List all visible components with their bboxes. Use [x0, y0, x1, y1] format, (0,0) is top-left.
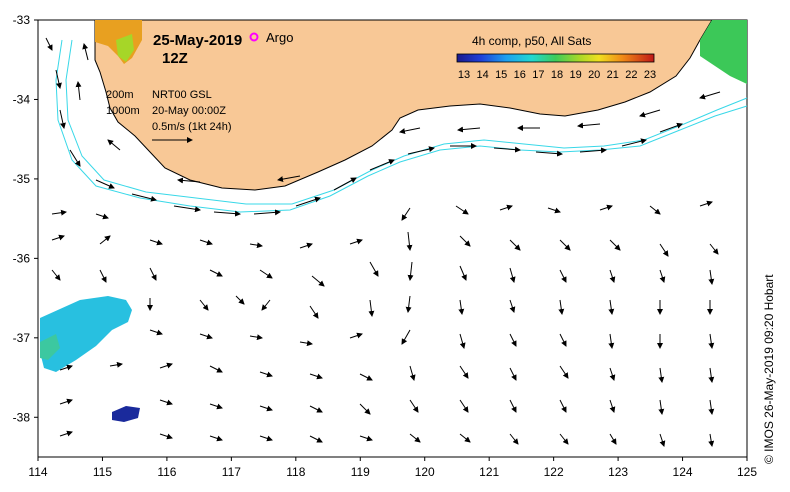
- latitude-tick-labels: -33 -34 -35 -36 -37 -38: [13, 13, 38, 424]
- lon-tick-117: 117: [222, 465, 241, 479]
- sst-tick-15: 15: [495, 69, 507, 81]
- composite-label: 4h comp, p50, All Sats: [472, 34, 591, 48]
- sst-tick-21: 21: [607, 69, 619, 81]
- model-time: 20-May 00:00Z: [152, 105, 226, 117]
- velocity-scale-label: 0.5m/s (1kt 24h): [152, 121, 231, 133]
- sst-tick-23: 23: [644, 69, 656, 81]
- lon-tick-124: 124: [673, 465, 693, 479]
- lon-tick-122: 122: [544, 465, 564, 479]
- lon-tick-118: 118: [286, 465, 305, 479]
- lat-tick--36: -36: [13, 251, 31, 265]
- ocean-current-map: 25-May-2019 12Z Argo 4h comp, p50, All S…: [0, 0, 790, 492]
- lon-tick-119: 119: [351, 465, 370, 479]
- lon-tick-116: 116: [157, 465, 176, 479]
- sst-tick-17: 17: [532, 69, 544, 81]
- sst-colorbar: [457, 54, 654, 62]
- sst-tick-labels: 13 14 15 16 17 18 19 20 21 22 23: [458, 69, 656, 81]
- lat-tick--38: -38: [13, 410, 31, 424]
- argo-label: Argo: [266, 30, 293, 45]
- credit-text: © IMOS 26-May-2019 09:20 Hobart: [762, 274, 776, 464]
- sst-tick-22: 22: [625, 69, 637, 81]
- lat-tick--34: -34: [13, 92, 31, 106]
- lon-tick-115: 115: [93, 465, 112, 479]
- lon-tick-120: 120: [415, 465, 435, 479]
- lat-tick--37: -37: [13, 331, 31, 345]
- sst-tick-20: 20: [588, 69, 600, 81]
- sst-tick-16: 16: [514, 69, 526, 81]
- depth-1000-label: 1000m: [106, 105, 140, 117]
- sst-tick-14: 14: [476, 69, 488, 81]
- lon-tick-125: 125: [737, 465, 757, 479]
- depth-200-label: 200m: [106, 89, 134, 101]
- lat-tick--33: -33: [13, 13, 31, 27]
- sst-tick-13: 13: [458, 69, 470, 81]
- sst-tick-19: 19: [569, 69, 581, 81]
- lon-tick-123: 123: [608, 465, 628, 479]
- title-date: 25-May-2019: [153, 32, 242, 49]
- credit-bar: © IMOS 26-May-2019 09:20 Hobart: [758, 12, 778, 482]
- model-label: NRT00 GSL: [152, 89, 212, 101]
- title-time: 12Z: [162, 50, 188, 67]
- lon-tick-121: 121: [479, 465, 499, 479]
- sst-tick-18: 18: [551, 69, 563, 81]
- longitude-tick-labels: 114 115 116 117 118 119 120 121 122 123 124 125: [28, 457, 757, 479]
- lat-tick--35: -35: [13, 172, 31, 186]
- lon-tick-114: 114: [28, 465, 47, 479]
